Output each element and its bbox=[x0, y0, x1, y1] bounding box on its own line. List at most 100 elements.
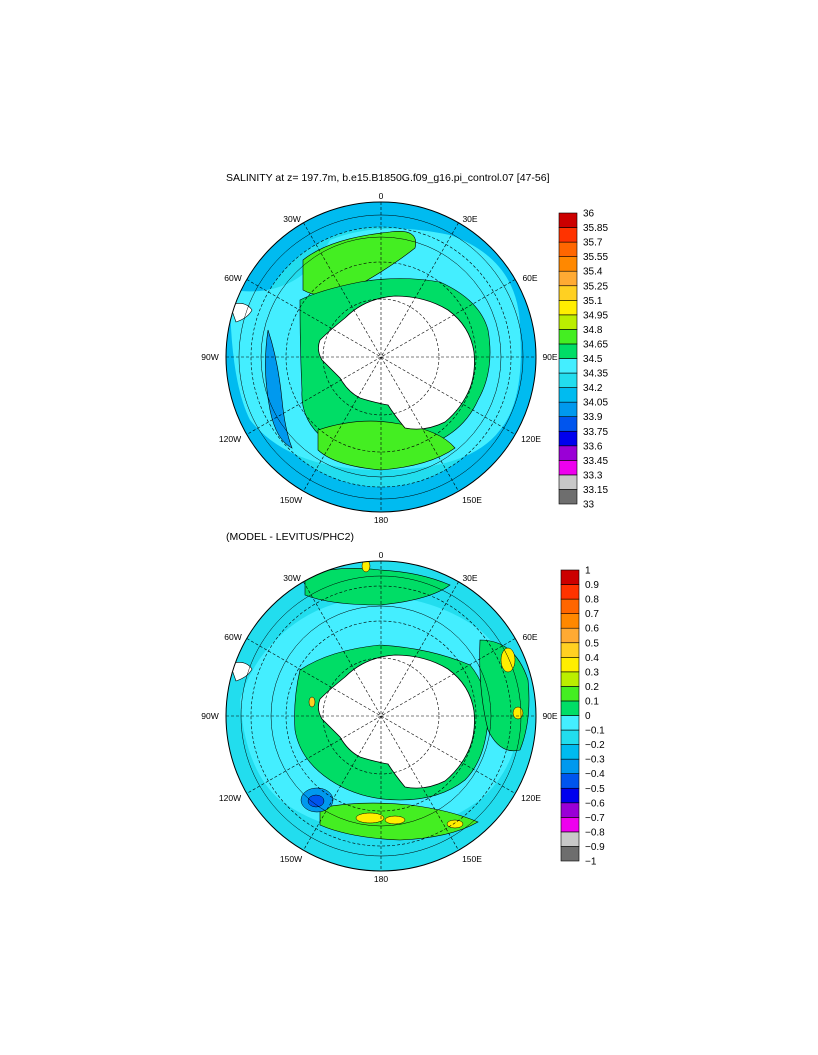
colorbar-label: 0.2 bbox=[585, 682, 599, 693]
top-panel-title: SALINITY at z= 197.7m, b.e15.B1850G.f09_… bbox=[226, 172, 550, 184]
top-lon-60w: 60W bbox=[224, 273, 241, 283]
colorbar-box bbox=[558, 256, 578, 272]
colorbar-box bbox=[560, 671, 580, 687]
colorbar-label: 33.15 bbox=[583, 485, 608, 496]
colorbar-box bbox=[558, 460, 578, 476]
salinity-map bbox=[225, 201, 537, 513]
colorbar-label: 1 bbox=[585, 566, 591, 577]
bottom-lon-180: 180 bbox=[374, 874, 388, 884]
top-longitude-labels: 0 30E 60E 90E 120E 150E 180 150W 120W 90… bbox=[201, 191, 558, 525]
colorbar-label: −0.2 bbox=[585, 740, 605, 751]
salinity-colorbar: 36 35.85 35.7 35.55 35.4 35.25 35.1 34.95 34.8 34… bbox=[558, 209, 608, 511]
bottom-longitude-labels: 0 30E 60E 90E 120E 150E 180 150W 120W 90… bbox=[201, 550, 558, 884]
bottom-lon-120e: 120E bbox=[521, 793, 541, 803]
colorbar-box bbox=[560, 627, 580, 644]
colorbar-label: 0.5 bbox=[585, 638, 599, 649]
colorbar-label: −1 bbox=[585, 857, 597, 868]
bottom-lon-150w: 150W bbox=[280, 854, 302, 864]
bottom-lon-150e: 150E bbox=[462, 854, 482, 864]
colorbar-label: −0.6 bbox=[585, 798, 605, 809]
colorbar-box bbox=[558, 241, 578, 257]
colorbar-box bbox=[560, 787, 580, 804]
colorbar-box bbox=[558, 343, 578, 359]
colorbar-box bbox=[558, 227, 578, 243]
colorbar-box bbox=[560, 773, 580, 789]
colorbar-label: 0.4 bbox=[585, 653, 599, 664]
colorbar-label: −0.3 bbox=[585, 755, 605, 766]
colorbar-box bbox=[558, 489, 578, 505]
colorbar-label: 33 bbox=[583, 500, 595, 511]
colorbar-label: 35.25 bbox=[583, 281, 608, 292]
colorbar-box bbox=[558, 285, 578, 301]
colorbar-label: 0.8 bbox=[585, 595, 599, 606]
colorbar-label: 33.75 bbox=[583, 427, 608, 438]
colorbar-box bbox=[560, 598, 580, 614]
colorbar-box bbox=[558, 299, 578, 316]
colorbar-label: 35.4 bbox=[583, 267, 603, 278]
colorbar-label: 34.35 bbox=[583, 369, 608, 380]
colorbar-label: 0.6 bbox=[585, 624, 599, 635]
colorbar-box bbox=[560, 729, 580, 745]
colorbar-label: 33.9 bbox=[583, 412, 603, 423]
colorbar-label: 0.9 bbox=[585, 580, 599, 591]
colorbar-label: 36 bbox=[583, 209, 595, 220]
colorbar-box bbox=[560, 802, 580, 818]
colorbar-box bbox=[558, 401, 578, 417]
colorbar-box bbox=[558, 314, 578, 330]
colorbar-label: −0.9 bbox=[585, 842, 605, 853]
top-lon-30e: 30E bbox=[462, 214, 477, 224]
top-lon-150w: 150W bbox=[280, 495, 302, 505]
bottom-lon-0: 0 bbox=[379, 550, 384, 560]
bottom-lon-30e: 30E bbox=[462, 573, 477, 583]
colorbar-box bbox=[558, 329, 578, 345]
colorbar-label: 33.45 bbox=[583, 456, 608, 467]
top-lon-90e: 90E bbox=[542, 352, 557, 362]
top-lon-120e: 120E bbox=[521, 434, 541, 444]
colorbar-label: 0 bbox=[585, 711, 591, 722]
colorbar-box bbox=[560, 831, 580, 847]
colorbar-box bbox=[558, 416, 578, 432]
top-lon-60e: 60E bbox=[522, 273, 537, 283]
bottom-lon-90w: 90W bbox=[201, 711, 218, 721]
colorbar-box bbox=[560, 744, 580, 760]
colorbar-box bbox=[558, 474, 578, 490]
top-lon-90w: 90W bbox=[201, 352, 218, 362]
colorbar-label: 35.55 bbox=[583, 252, 608, 263]
bottom-lon-30w: 30W bbox=[283, 573, 300, 583]
colorbar-label: −0.1 bbox=[585, 726, 605, 737]
colorbar-label: −0.4 bbox=[585, 769, 605, 780]
colorbar-label: 35.1 bbox=[583, 296, 603, 307]
top-lon-0: 0 bbox=[379, 191, 384, 201]
colorbar-box bbox=[558, 212, 578, 228]
colorbar-label: 34.8 bbox=[583, 325, 603, 336]
colorbar-box bbox=[560, 584, 580, 600]
colorbar-box bbox=[560, 758, 580, 775]
colorbar-box bbox=[558, 358, 578, 374]
colorbar-box bbox=[560, 817, 580, 833]
bottom-lon-60e: 60E bbox=[522, 632, 537, 642]
colorbar-label: 0.1 bbox=[585, 696, 599, 707]
colorbar-label: 34.2 bbox=[583, 383, 603, 394]
colorbar-box bbox=[560, 569, 580, 585]
colorbar-box bbox=[560, 613, 580, 629]
colorbar-box bbox=[560, 656, 580, 673]
colorbar-box bbox=[558, 387, 578, 403]
bottom-panel-title: (MODEL - LEVITUS/PHC2) bbox=[226, 531, 354, 543]
colorbar-box bbox=[558, 445, 578, 461]
top-lon-150e: 150E bbox=[462, 495, 482, 505]
colorbar-box bbox=[560, 715, 580, 731]
bottom-lon-90e: 90E bbox=[542, 711, 557, 721]
colorbar-box bbox=[560, 700, 580, 716]
colorbar-label: 35.85 bbox=[583, 223, 608, 234]
colorbar-box bbox=[560, 846, 580, 862]
colorbar-label: 33.6 bbox=[583, 441, 603, 452]
colorbar-label: 0.3 bbox=[585, 667, 599, 678]
bottom-lon-60w: 60W bbox=[224, 632, 241, 642]
top-lon-30w: 30W bbox=[283, 214, 300, 224]
colorbar-box bbox=[560, 642, 580, 658]
colorbar-label: 33.3 bbox=[583, 470, 603, 481]
colorbar-box bbox=[558, 270, 578, 287]
top-lon-180: 180 bbox=[374, 515, 388, 525]
top-lon-120w: 120W bbox=[219, 434, 241, 444]
